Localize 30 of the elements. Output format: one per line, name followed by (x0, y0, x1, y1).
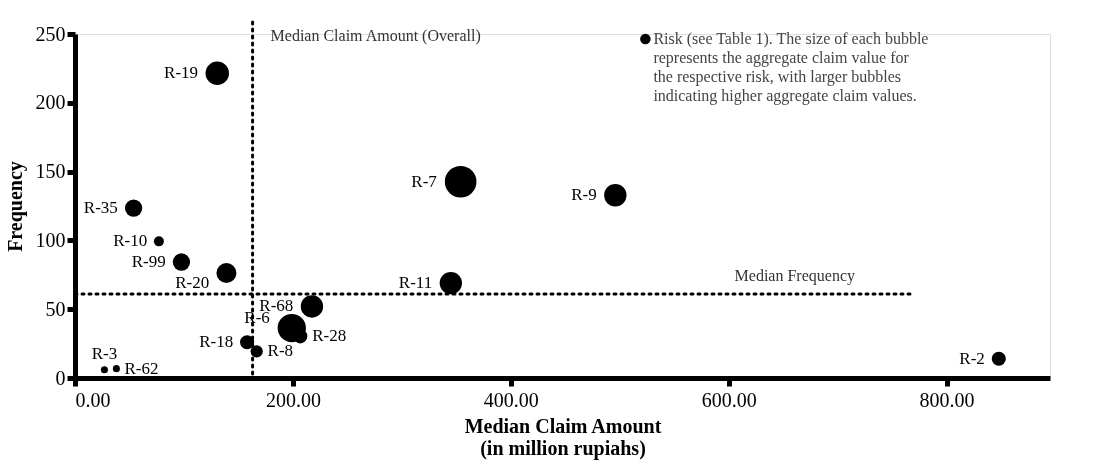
y-tick-label: 0 (55, 366, 66, 389)
y-tick-label: 100 (35, 228, 66, 251)
annotation: R-3 (91, 343, 118, 363)
annotation: R-8 (267, 341, 294, 361)
y-tick-label: 50 (45, 297, 66, 320)
x-tick-label: 0.00 (75, 388, 111, 411)
x-tick-label: 200.00 (265, 388, 321, 411)
x-tick-label: 400.00 (483, 388, 539, 411)
annotation: R-18 (199, 332, 234, 352)
ref-line-label: Median Frequency (734, 267, 855, 286)
annotation: R-62 (124, 358, 159, 378)
annotation: R-35 (83, 198, 118, 218)
x-axis-title: Median Claim Amount (in million rupiahs) (464, 414, 662, 460)
annotation: R-7 (411, 171, 438, 191)
x-tick-label: 600.00 (701, 388, 757, 411)
y-axis-title: Frequency (3, 161, 27, 252)
annotation: R-20 (175, 273, 210, 293)
annotation: R-9 (571, 185, 597, 205)
y-tick-label: 150 (35, 160, 66, 183)
annotation: R-19 (164, 63, 199, 83)
ref-line-label: Median Claim Amount (Overall) (270, 27, 481, 45)
annotation: R-28 (312, 326, 347, 346)
y-tick-label: 200 (35, 91, 66, 114)
annotation: R-99 (131, 252, 166, 271)
legend-label: Risk (see Table 1). The size of each bubble represents the aggregate claim value for the respective risk, with larger bubbles indicating higher aggregate claim values. (653, 30, 929, 105)
annotation: R-2 (959, 348, 985, 368)
annotation: R-10 (113, 231, 148, 251)
annotation: R-11 (398, 273, 433, 293)
x-tick-label: 800.00 (919, 388, 975, 411)
y-tick-label: 250 (35, 22, 66, 45)
